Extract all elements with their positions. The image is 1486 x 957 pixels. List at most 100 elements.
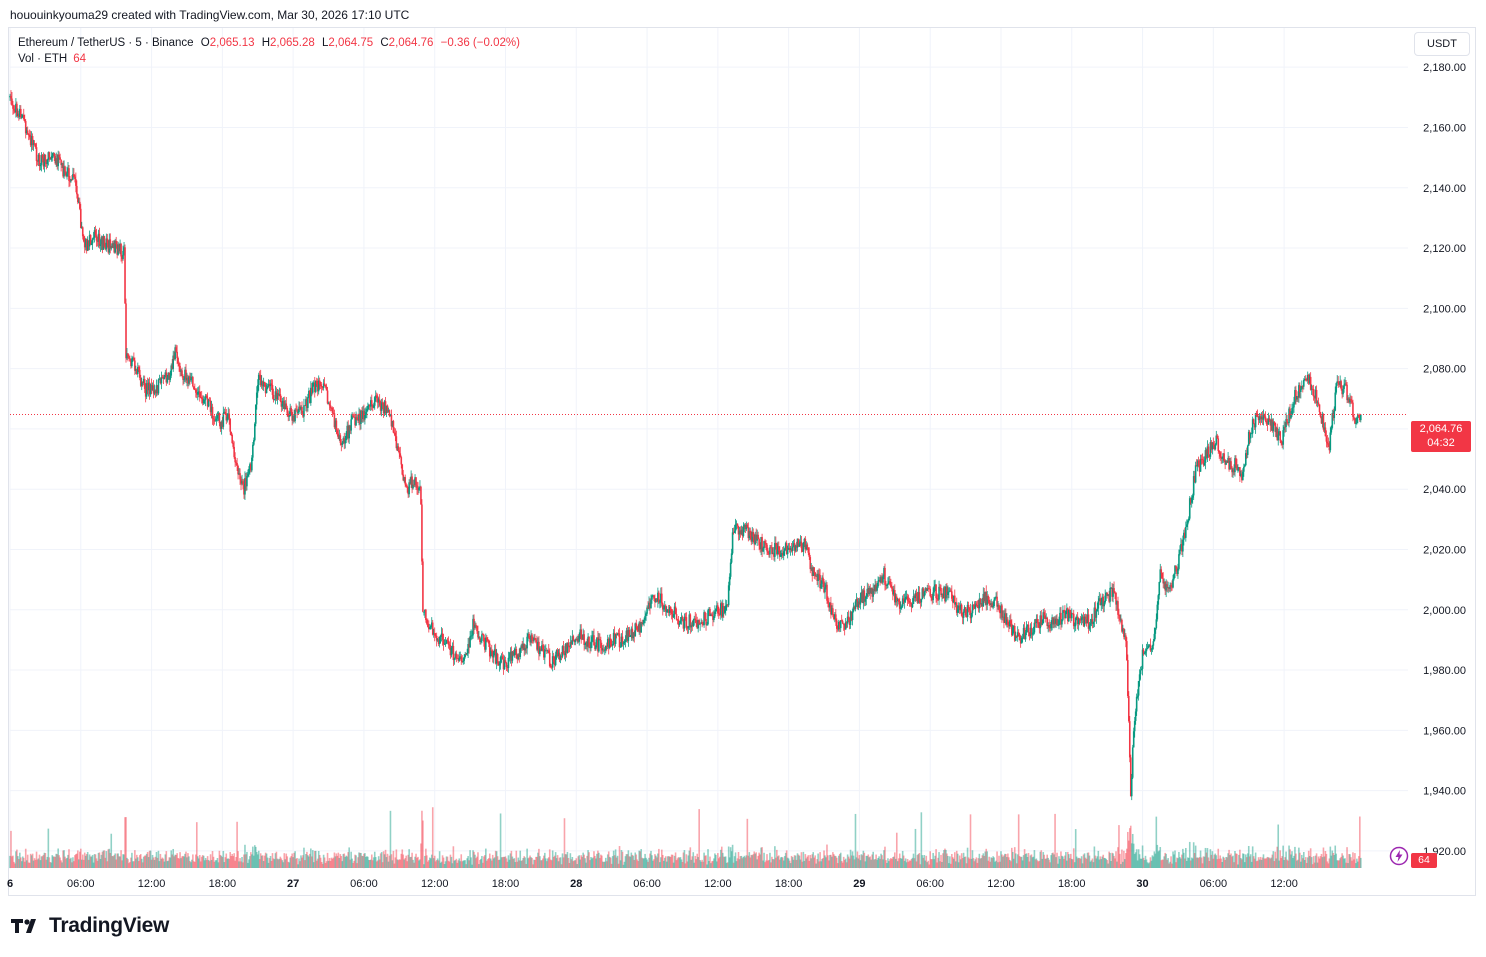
candle-body: [1178, 554, 1180, 569]
chart-pane[interactable]: [8, 27, 1476, 896]
volume-bar: [1054, 813, 1056, 868]
time-axis[interactable]: 6 06:00 12:00 18:00 27 06:00 12:00 18:00 28 06:00…: [7, 878, 1298, 890]
candle-body: [289, 407, 291, 416]
volume-bar: [93, 854, 96, 868]
volume-bar: [748, 852, 751, 868]
candle-body: [517, 654, 520, 660]
volume-bar: [342, 854, 345, 868]
candle-body: [717, 605, 719, 614]
candle-body: [1275, 427, 1278, 433]
candle-body: [919, 602, 922, 604]
volume-bar: [308, 856, 310, 868]
volume-bar: [637, 861, 640, 868]
volume-bar: [277, 859, 280, 868]
volume-bar: [547, 857, 550, 868]
candle-body: [494, 649, 497, 664]
volume-bar: [918, 852, 921, 868]
volume-label[interactable]: Vol · ETH: [18, 53, 68, 65]
volume-bar: [1266, 856, 1269, 868]
candle-body: [692, 620, 695, 627]
candle-body: [258, 374, 261, 376]
volume-bar: [569, 853, 572, 868]
volume-bar: [1100, 859, 1103, 868]
volume-bar: [779, 857, 782, 868]
candle-body: [140, 382, 143, 386]
lightning-icon[interactable]: [1389, 846, 1409, 866]
volume-bar: [290, 856, 292, 868]
candle-body: [1254, 413, 1257, 428]
candle-body: [232, 443, 234, 447]
volume-bar: [222, 850, 225, 868]
candle-body: [249, 464, 251, 469]
volume-bar: [156, 857, 159, 868]
candle-body: [1298, 385, 1300, 398]
candle-body: [60, 159, 62, 166]
candle-body: [796, 538, 799, 548]
candle-body: [899, 607, 902, 609]
volume-bars: [9, 807, 1362, 868]
candle-body: [253, 423, 256, 441]
volume-bar: [137, 861, 140, 868]
candle-body: [1253, 423, 1256, 428]
volume-bar: [800, 852, 803, 868]
candle-body: [552, 656, 555, 663]
candle-body: [387, 410, 390, 413]
candle-body: [237, 465, 239, 475]
candle-body: [135, 368, 137, 371]
candle-body: [630, 628, 633, 636]
volume-bar: [905, 862, 908, 868]
volume-bar: [862, 850, 865, 868]
volume-bar: [831, 856, 833, 868]
tradingview-logo[interactable]: TradingView: [11, 914, 169, 938]
candle-body: [342, 438, 345, 443]
volume-bar: [913, 858, 916, 868]
volume-bar: [424, 855, 426, 868]
volume-bar: [427, 861, 429, 868]
candle-body: [490, 650, 493, 652]
candle-body: [178, 363, 180, 366]
volume-bar: [762, 860, 764, 868]
candle-body: [448, 644, 451, 646]
candle-body: [560, 656, 563, 657]
volume-bar: [1127, 840, 1130, 868]
candle-body: [236, 462, 238, 466]
currency-button[interactable]: USDT: [1414, 32, 1470, 56]
candle-body: [958, 605, 961, 611]
symbol-title[interactable]: Ethereum / TetherUS · 5 · Binance: [18, 37, 194, 49]
volume-bar: [1359, 816, 1361, 868]
candle-body: [876, 586, 878, 591]
candle-body: [955, 602, 958, 613]
volume-bar: [478, 864, 480, 868]
price-axis[interactable]: 2,180.002,160.002,140.002,120.002,100.00…: [1423, 62, 1466, 858]
volume-bar: [263, 855, 266, 868]
candle-body: [61, 163, 63, 166]
candle-body: [539, 648, 541, 655]
volume-bar: [1094, 855, 1097, 868]
volume-bar: [19, 852, 21, 868]
candle-body: [485, 637, 487, 650]
volume-bar: [384, 849, 387, 868]
volume-bar: [1156, 844, 1159, 868]
volume-bar: [31, 853, 34, 868]
volume-bar: [285, 853, 288, 868]
candle-body: [1177, 568, 1179, 575]
candle-body: [1069, 609, 1071, 613]
candle-body: [1260, 416, 1263, 420]
volume-bar: [780, 856, 783, 868]
volume-bar: [1144, 855, 1147, 868]
volume-bar: [123, 854, 125, 868]
candle-body: [293, 416, 295, 422]
candle-body: [941, 593, 943, 596]
candle-body: [652, 595, 654, 597]
volume-bar: [982, 853, 985, 868]
candle-body: [989, 604, 991, 605]
volume-bar: [147, 857, 150, 868]
volume-bar: [430, 854, 433, 868]
volume-bar: [469, 850, 471, 868]
candle-body: [1265, 420, 1268, 424]
volume-bar: [1201, 863, 1204, 868]
volume-bar: [409, 857, 411, 868]
candle-body: [484, 641, 486, 650]
volume-bar: [616, 855, 619, 868]
